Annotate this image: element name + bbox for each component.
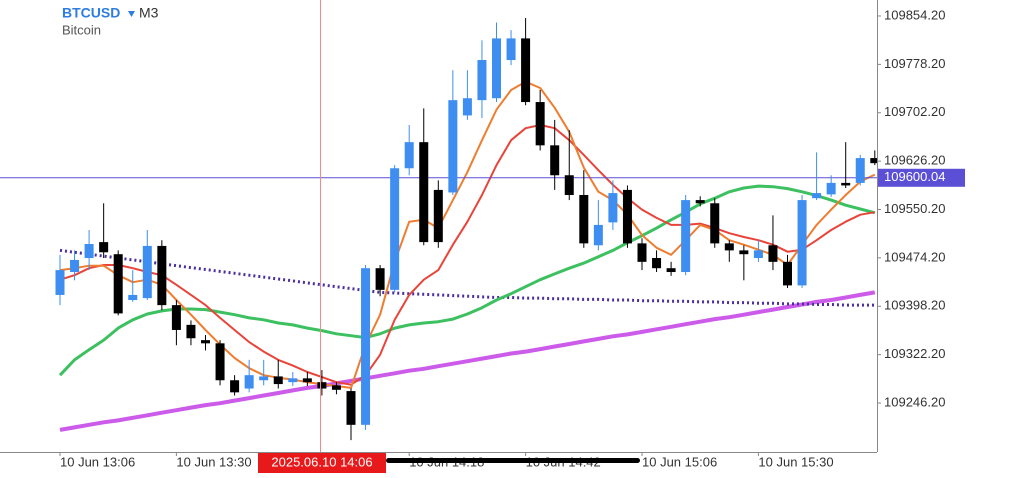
candle-body <box>870 158 877 164</box>
symbol-dropdown-icon[interactable] <box>128 11 135 17</box>
scroll-bar[interactable] <box>386 458 640 463</box>
candle-body <box>142 245 152 299</box>
candle-body <box>215 343 225 381</box>
candle-body <box>695 200 705 204</box>
description: Bitcoin <box>62 22 101 37</box>
candle-body <box>564 175 574 195</box>
candle-body <box>171 305 181 330</box>
candle-body <box>608 193 618 223</box>
y-tick-label: 109778.20 <box>884 56 945 71</box>
y-tick-label: 109626.20 <box>884 153 945 168</box>
x-tick-label: 10 Jun 13:30 <box>176 454 251 469</box>
candle-body <box>157 245 167 306</box>
candle-body <box>404 142 414 169</box>
candle-body <box>433 189 443 243</box>
last-price-box <box>878 168 965 187</box>
x-tick-label: 10 Jun 15:30 <box>758 454 833 469</box>
candle-body <box>826 182 836 195</box>
candle-body <box>99 242 109 253</box>
candle-body <box>506 38 516 61</box>
candle-body <box>783 261 792 286</box>
y-tick-label: 109246.20 <box>884 394 945 409</box>
crosshair-label-box <box>258 453 386 473</box>
candle-body <box>812 193 822 199</box>
plot-area <box>0 18 877 441</box>
candle-body <box>622 189 632 244</box>
candle-body <box>579 194 589 244</box>
axes: 109854.20 109778.20 109702.20 109626.20 1095… <box>59 7 945 456</box>
candle-body <box>113 254 123 314</box>
candle-body <box>462 98 472 116</box>
timeframe: M3 <box>139 5 159 21</box>
candle-body <box>230 380 240 393</box>
candle-body <box>666 268 676 273</box>
x-tick-label: 10 Jun 13:06 <box>60 454 135 469</box>
candle-body <box>375 268 385 290</box>
candle-body <box>70 259 80 273</box>
candle-body <box>244 375 254 389</box>
indicator-line <box>59 248 875 307</box>
candle-body <box>201 340 210 344</box>
candle-body <box>768 245 778 262</box>
candle-body <box>128 294 138 301</box>
indicator-line <box>59 124 875 386</box>
candle-body <box>652 258 662 269</box>
y-tick-label: 109398.20 <box>884 298 945 313</box>
candle-body <box>492 38 501 99</box>
candle-body <box>710 203 720 244</box>
candle-body <box>550 145 560 176</box>
candle-body <box>346 391 356 425</box>
last-price-label: 109600.04 <box>884 169 945 184</box>
y-tick-label: 109474.20 <box>884 249 945 264</box>
candle-body <box>448 100 458 193</box>
candle-body <box>477 60 487 101</box>
candle-body <box>841 182 851 186</box>
candle-body <box>855 158 865 183</box>
candle-body <box>535 102 545 146</box>
candle-body <box>317 382 327 389</box>
candle-body <box>681 200 691 273</box>
candle-body <box>797 200 807 286</box>
y-tick-label: 109322.20 <box>884 346 945 361</box>
candle-body <box>331 385 341 390</box>
candle-body <box>288 378 298 383</box>
candle-body <box>739 250 749 255</box>
crosshair-label: 2025.06.10 14:06 <box>271 454 372 469</box>
candle-body <box>390 168 400 290</box>
candle-body <box>724 243 734 251</box>
y-tick-label: 109702.20 <box>884 104 945 119</box>
candle-body <box>302 378 312 383</box>
candle-body <box>259 376 269 381</box>
candle-body <box>593 224 603 246</box>
x-tick-label: 10 Jun 15:06 <box>642 454 717 469</box>
candle-body <box>186 324 196 339</box>
y-tick-label: 109550.20 <box>884 201 945 216</box>
indicator-line <box>58 184 876 377</box>
candle-body <box>55 270 65 295</box>
candle-body <box>419 142 429 243</box>
candle-body <box>273 376 283 385</box>
candle-body <box>753 250 763 259</box>
y-tick-label: 109854.20 <box>884 7 945 22</box>
candle-body <box>521 38 531 103</box>
candle-body <box>84 244 94 259</box>
candle-body <box>637 243 647 262</box>
indicator-line <box>59 290 876 432</box>
symbol[interactable]: BTCUSD <box>62 5 120 21</box>
indicator-line <box>59 80 876 389</box>
candle-body <box>361 268 371 425</box>
